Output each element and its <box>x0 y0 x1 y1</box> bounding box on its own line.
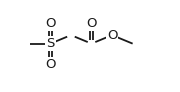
Text: O: O <box>45 58 56 71</box>
Text: O: O <box>86 17 97 30</box>
Text: S: S <box>46 37 55 50</box>
Text: O: O <box>45 17 56 30</box>
Text: O: O <box>107 29 117 42</box>
